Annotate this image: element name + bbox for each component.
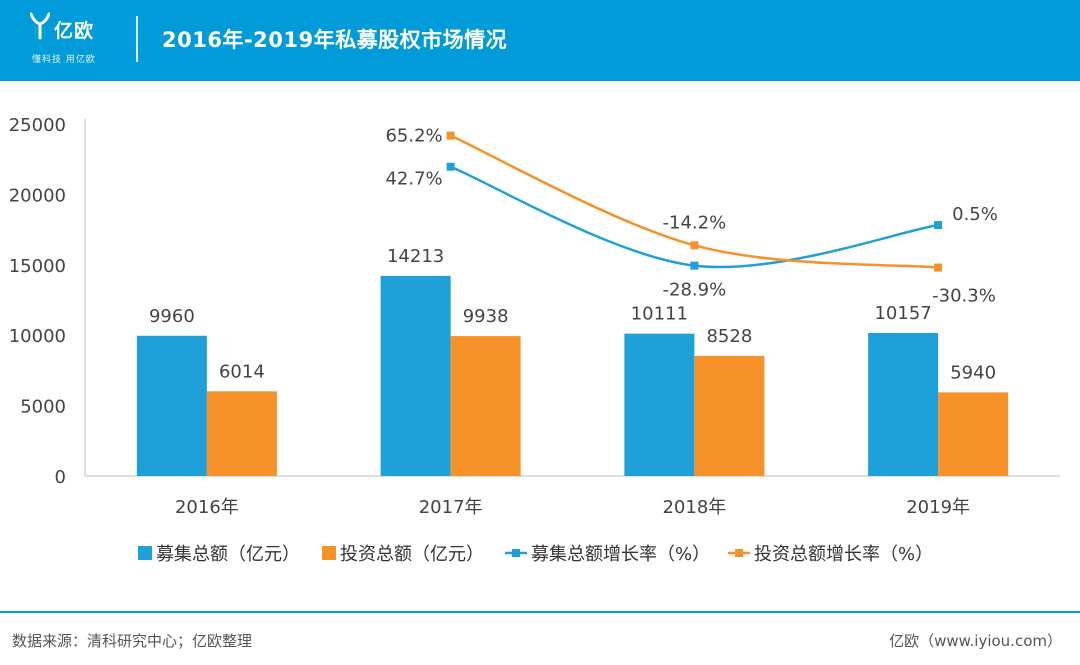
y-tick-label: 5000	[20, 397, 66, 418]
growth-marker	[934, 263, 943, 272]
credit-note: 亿欧（www.iyiou.com）	[889, 632, 1062, 650]
chart: 0 5000 10000 15000 20000 25000 2016年 2017年 2018年…	[9, 115, 1060, 565]
legend-swatch	[322, 546, 336, 560]
chart-data-labels: 9960 14213 10111 10157 6014 9938 8528 5940 42.7%…	[149, 126, 998, 384]
bar	[136, 335, 207, 476]
bar-data-label: 14213	[387, 246, 444, 267]
bar-data-label: 9960	[149, 306, 195, 327]
chart-axes: 0 5000 10000 15000 20000 25000 2016年 2017年 2018年…	[9, 115, 1060, 518]
growth-marker	[934, 221, 943, 230]
y-tick-label: 25000	[9, 115, 66, 136]
growth-marker	[690, 241, 699, 250]
legend-label: 投资总额（亿元）	[340, 544, 484, 565]
growth-marker	[446, 131, 455, 140]
growth-marker	[690, 261, 699, 270]
y-tick-label: 10000	[9, 326, 66, 347]
bar	[380, 275, 451, 476]
legend-label: 募集总额增长率（%）	[531, 544, 710, 565]
footer-divider	[0, 611, 1080, 613]
bar-data-label: 9938	[463, 306, 509, 327]
bar-data-label: 5940	[950, 362, 996, 383]
chart-legend: 募集总额（亿元） 投资总额（亿元） 募集总额增长率（%） 投资总额增长率（%）	[138, 544, 933, 565]
bar	[868, 332, 939, 476]
line-data-label: -14.2%	[663, 212, 727, 233]
logo-mark-icon	[30, 12, 50, 40]
legend-label: 投资总额增长率（%）	[754, 544, 933, 565]
x-tick-label: 2017年	[419, 497, 483, 518]
line-data-label: -28.9%	[663, 280, 727, 301]
bar	[694, 355, 765, 476]
bar	[624, 333, 695, 476]
bar-data-label: 6014	[219, 361, 265, 382]
page-title: 2016年-2019年私募股权市场情况	[162, 28, 508, 52]
line-data-label: 65.2%	[385, 126, 442, 147]
y-tick-label: 15000	[9, 256, 66, 277]
logo-slogan: 懂科技 用亿欧	[32, 55, 96, 65]
chart-lines	[446, 131, 943, 272]
bar-data-label: 10111	[631, 304, 688, 325]
bar	[206, 391, 277, 476]
header-banner: 亿欧 懂科技 用亿欧 2016年-2019年私募股权市场情况	[0, 0, 1080, 81]
chart-bars	[136, 275, 1009, 476]
x-tick-label: 2018年	[662, 497, 726, 518]
line-data-label: 42.7%	[385, 169, 442, 190]
x-tick-label: 2016年	[175, 497, 239, 518]
legend-swatch	[138, 546, 152, 560]
legend-label: 募集总额（亿元）	[156, 544, 300, 565]
y-tick-label: 20000	[9, 185, 66, 206]
bar-data-label: 8528	[706, 326, 752, 347]
growth-marker	[446, 162, 455, 171]
x-tick-label: 2019年	[906, 497, 970, 518]
source-note: 数据来源：清科研究中心；亿欧整理	[12, 632, 253, 650]
legend-marker	[512, 549, 520, 557]
bar	[450, 336, 521, 476]
header-divider	[136, 16, 138, 62]
bar-data-label: 10157	[874, 303, 931, 324]
logo-text: 亿欧	[54, 20, 95, 42]
legend-marker	[735, 549, 743, 557]
y-tick-label: 0	[55, 467, 66, 488]
line-data-label: 0.5%	[952, 204, 998, 225]
logo: 亿欧 懂科技 用亿欧	[30, 12, 116, 70]
line-data-label: -30.3%	[932, 286, 996, 307]
bar	[938, 392, 1009, 476]
